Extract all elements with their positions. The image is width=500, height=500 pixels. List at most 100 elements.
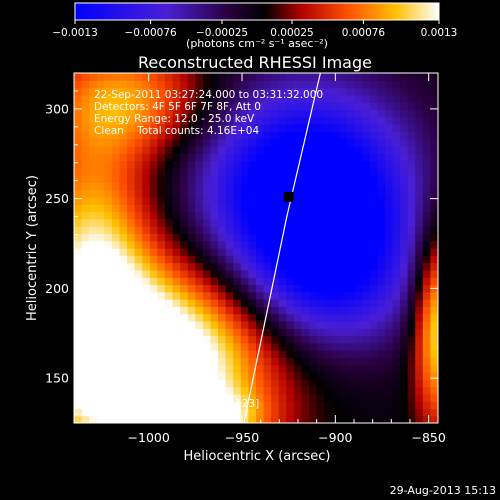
heatmap-cell <box>81 284 90 293</box>
heatmap-cell <box>293 350 303 358</box>
heatmap-cell <box>400 94 409 103</box>
heatmap-cell <box>74 94 83 103</box>
heatmap-cell <box>134 94 143 103</box>
heatmap-cell <box>415 262 424 271</box>
heatmap-cell <box>369 299 378 307</box>
heatmap-cell <box>415 153 424 162</box>
heatmap-cell <box>180 124 189 132</box>
heatmap-cell <box>263 131 272 140</box>
heatmap-cell <box>218 371 227 380</box>
heatmap-cell <box>316 328 325 337</box>
heatmap-cell <box>430 211 438 220</box>
heatmap-cell <box>422 350 432 358</box>
heatmap-cell <box>172 313 181 322</box>
heatmap-cell <box>377 291 386 300</box>
heatmap-cell <box>362 182 371 191</box>
heatmap-cell <box>384 218 394 227</box>
heatmap-cell <box>286 415 295 423</box>
heatmap-cell <box>430 291 438 300</box>
heatmap-cell <box>301 233 310 242</box>
heatmap-cell <box>301 182 310 191</box>
heatmap-cell <box>233 371 242 380</box>
heatmap-cell <box>165 131 174 140</box>
heatmap-cell <box>119 131 128 140</box>
heatmap-cell <box>339 255 348 264</box>
heatmap-cell <box>362 386 371 395</box>
heatmap-cell <box>134 196 143 205</box>
heatmap-cell <box>331 364 341 373</box>
heatmap-cell <box>256 204 265 213</box>
heatmap-cell <box>354 408 363 417</box>
heatmap-cell <box>233 204 242 213</box>
colorbar-tick-label: −0.00025 <box>196 27 248 39</box>
heatmap-cell <box>347 153 356 162</box>
heatmap-cell <box>324 189 333 198</box>
heatmap-cell <box>422 73 432 81</box>
heatmap-cell <box>422 291 432 300</box>
heatmap-cell <box>407 277 416 286</box>
heatmap-cell <box>301 393 310 402</box>
heatmap-cell <box>256 189 265 198</box>
heatmap-cell <box>89 371 98 380</box>
heatmap-cell <box>392 342 401 351</box>
heatmap-cell <box>286 371 295 380</box>
heatmap-cell <box>119 335 128 344</box>
heatmap-cell <box>104 94 113 103</box>
heatmap-cell <box>286 204 295 213</box>
heatmap-cell <box>392 189 401 198</box>
heatmap-cell <box>225 284 234 293</box>
heatmap-cell <box>286 175 295 183</box>
heatmap-cell <box>142 342 151 351</box>
heatmap-cell <box>377 131 386 140</box>
heatmap-cell <box>202 240 212 249</box>
heatmap-cell <box>392 211 401 220</box>
heatmap-cell <box>74 211 83 220</box>
heatmap-cell <box>377 153 386 162</box>
heatmap-cell <box>172 94 181 103</box>
heatmap-cell <box>415 357 424 366</box>
heatmap-cell <box>74 160 83 169</box>
heatmap-cell <box>142 153 151 162</box>
heatmap-cell <box>278 284 287 293</box>
heatmap-cell <box>202 350 212 358</box>
heatmap-cell <box>400 182 409 191</box>
heatmap-cell <box>301 94 310 103</box>
heatmap-cell <box>202 233 212 242</box>
heatmap-cell <box>96 401 105 410</box>
heatmap-cell <box>384 175 394 183</box>
heatmap-cell <box>316 313 325 322</box>
heatmap-cell <box>263 335 272 344</box>
heatmap-cell <box>339 350 348 358</box>
heatmap-cell <box>369 204 378 213</box>
heatmap-cell <box>187 262 196 271</box>
x-axis-ticks: −1000 −950 −900 −850 <box>92 73 446 445</box>
heatmap-cell <box>240 109 250 118</box>
heatmap-cell <box>187 167 196 176</box>
heatmap-cell <box>278 277 287 286</box>
annotation-energy-range: Energy Range: 12.0 - 25.0 keV <box>94 113 255 125</box>
heatmap-cell <box>240 204 250 213</box>
heatmap-cell <box>104 255 113 264</box>
heatmap-cell <box>134 131 143 140</box>
heatmap-cell <box>422 299 432 307</box>
heatmap-cell <box>149 269 159 278</box>
heatmap-cell <box>119 291 128 300</box>
heatmap-cell <box>225 160 234 169</box>
heatmap-cell <box>339 211 348 220</box>
heatmap-cell <box>369 320 378 329</box>
heatmap-cell <box>195 233 204 242</box>
heatmap-cell <box>240 320 250 329</box>
heatmap-cell <box>119 320 128 329</box>
heatmap-cell <box>248 335 257 344</box>
heatmap-cell <box>202 335 212 344</box>
heatmap-cell <box>89 379 98 388</box>
heatmap-cell <box>165 109 174 118</box>
heatmap-cell <box>407 102 416 111</box>
heatmap-cell <box>81 379 90 388</box>
heatmap-cell <box>430 73 438 81</box>
heatmap-cell <box>293 277 303 286</box>
heatmap-cell <box>430 248 438 256</box>
heatmap-cell <box>347 204 356 213</box>
heatmap-cell <box>377 182 386 191</box>
heatmap-cell <box>354 102 363 111</box>
